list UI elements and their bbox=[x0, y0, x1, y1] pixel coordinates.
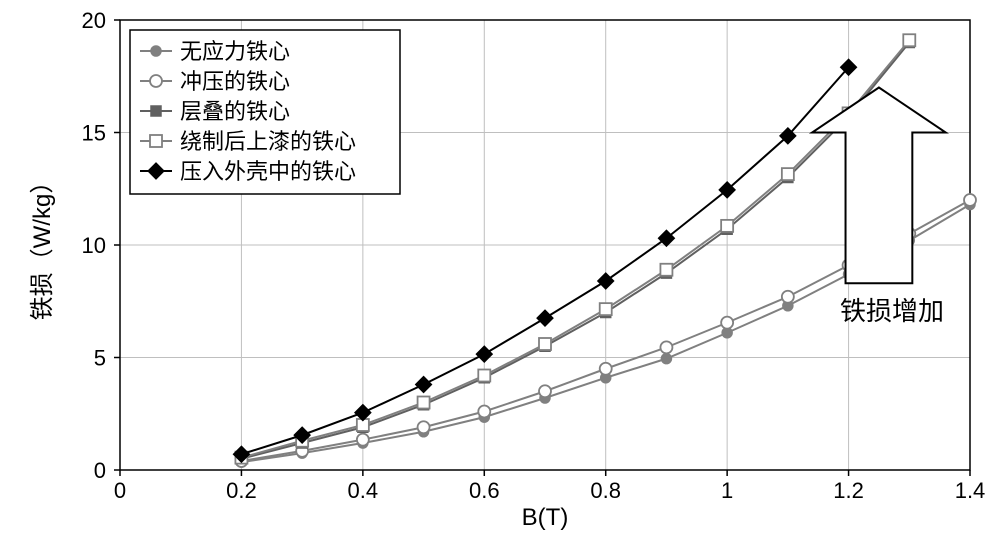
chart-svg: 0 0.2 0.4 0.6 0.8 1 1.2 1.4 0 5 10 15 20 B(T) 铁损（W/kg）… bbox=[0, 0, 1000, 549]
legend-item-label: 层叠的铁心 bbox=[180, 99, 290, 124]
x-axis-label: B(T) bbox=[522, 504, 569, 531]
y-tick-label: 15 bbox=[82, 121, 106, 146]
x-tick-label: 1.4 bbox=[955, 478, 986, 503]
y-tick-label: 5 bbox=[94, 346, 106, 371]
annotation-text: 铁损增加 bbox=[840, 296, 944, 326]
x-tick-label: 0.2 bbox=[226, 478, 257, 503]
legend: 无应力铁心冲压的铁心层叠的铁心绕制后上漆的铁心压入外壳中的铁心 bbox=[130, 30, 400, 194]
x-tick-label: 1 bbox=[721, 478, 733, 503]
x-tick-label: 0 bbox=[114, 478, 126, 503]
x-tick-label: 1.2 bbox=[833, 478, 864, 503]
x-tick-label: 0.4 bbox=[348, 478, 379, 503]
chart-container: 0 0.2 0.4 0.6 0.8 1 1.2 1.4 0 5 10 15 20 B(T) 铁损（W/kg）… bbox=[0, 0, 1000, 549]
legend-item-label: 压入外壳中的铁心 bbox=[180, 159, 356, 184]
y-tick-label: 0 bbox=[94, 458, 106, 483]
y-tick-label: 10 bbox=[82, 233, 106, 258]
legend-item-label: 绕制后上漆的铁心 bbox=[180, 129, 356, 154]
x-tick-label: 0.8 bbox=[590, 478, 621, 503]
legend-item-label: 冲压的铁心 bbox=[180, 69, 290, 94]
y-tick-label: 20 bbox=[82, 8, 106, 33]
y-axis-label: 铁损（W/kg） bbox=[29, 170, 56, 321]
x-tick-label: 0.6 bbox=[469, 478, 500, 503]
legend-item-label: 无应力铁心 bbox=[180, 39, 290, 64]
